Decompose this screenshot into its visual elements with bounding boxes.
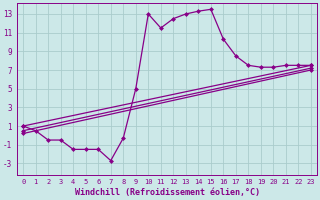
X-axis label: Windchill (Refroidissement éolien,°C): Windchill (Refroidissement éolien,°C) — [75, 188, 260, 197]
